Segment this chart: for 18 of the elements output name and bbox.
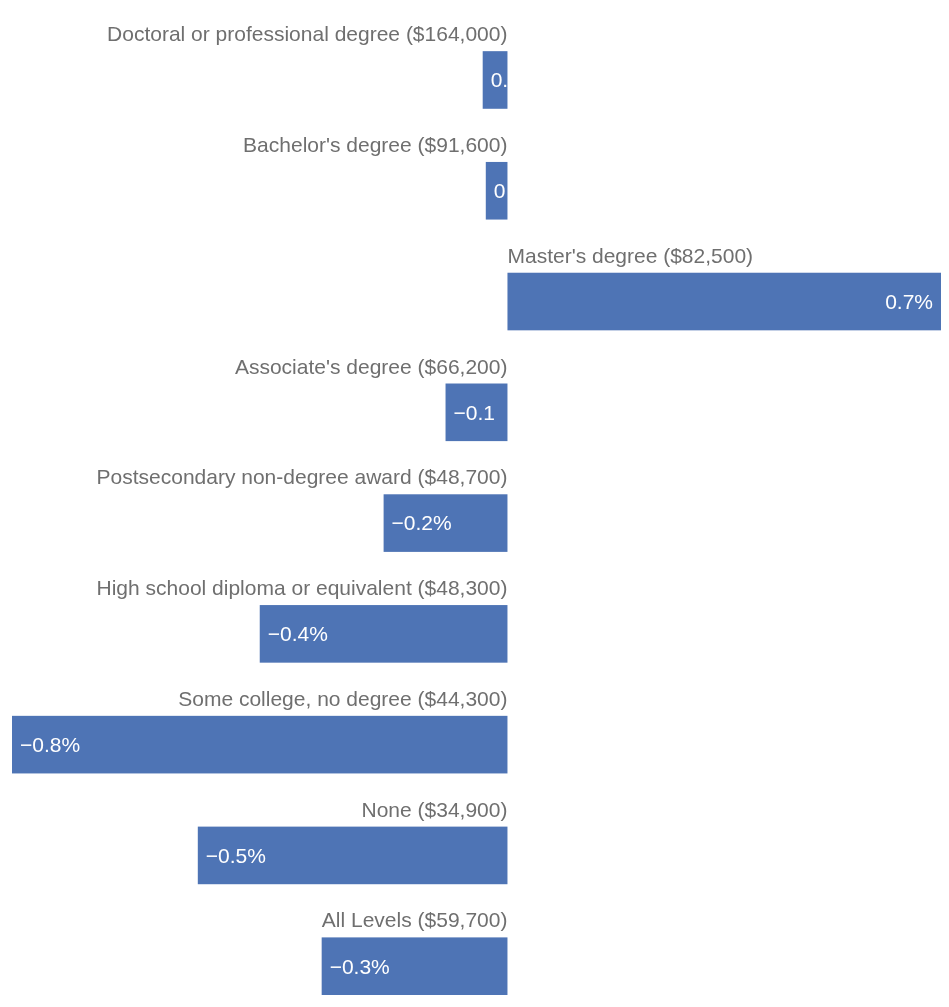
- y-tick-label: Some college, no degree ($44,300): [178, 686, 508, 710]
- data-label: −0.3%: [329, 954, 390, 978]
- data-label: −0.2%: [391, 511, 452, 535]
- data-label: 0.7%: [885, 289, 933, 313]
- data-label: 0.: [490, 68, 509, 92]
- data-label: −0.5%: [205, 843, 266, 867]
- data-label: −0.1: [453, 400, 495, 424]
- data-label: −0.4%: [267, 622, 328, 646]
- y-tick-label: All Levels ($59,700): [321, 908, 508, 932]
- y-tick-label: Master's degree ($82,500): [507, 243, 754, 267]
- y-tick-label: High school diploma or equivalent ($48,300): [96, 576, 508, 600]
- y-tick-label: None ($34,900): [361, 797, 508, 821]
- y-tick-label: Postsecondary non-degree award ($48,700): [96, 465, 508, 489]
- y-tick-label: Bachelor's degree ($91,600): [243, 132, 508, 156]
- y-tick-label: Doctoral or professional degree ($164,000): [107, 22, 508, 46]
- data-label: −0.8%: [20, 732, 81, 756]
- y-tick-label: Associate's degree ($66,200): [234, 354, 508, 378]
- data-label: 0: [493, 179, 506, 203]
